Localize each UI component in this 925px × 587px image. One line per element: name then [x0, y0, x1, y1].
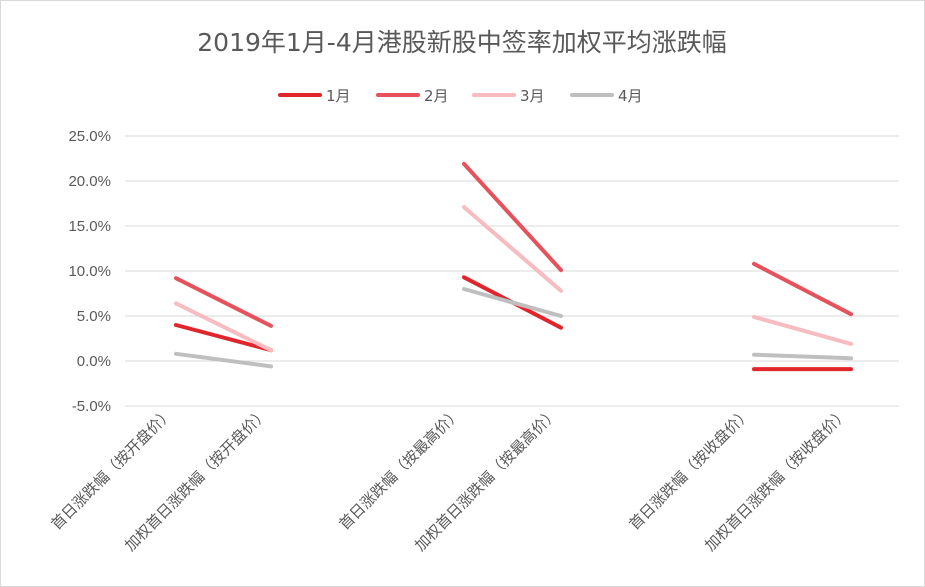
legend: 1月 2月 3月 4月 [278, 87, 643, 105]
series-2-segment-1 [174, 276, 273, 328]
series-4-segment-1 [174, 351, 273, 369]
x-axis: 首日涨跌幅（按开盘价）加权首日涨跌幅（按开盘价） 首日涨跌幅（按最高价）加权首日涨… [47, 404, 851, 555]
legend-label-2: 2月 [424, 87, 449, 105]
series-2-segment-2 [462, 161, 563, 273]
series-3-segment-2 [462, 205, 563, 293]
series-4-segment-3 [752, 352, 853, 361]
legend-label-1: 1月 [326, 87, 351, 105]
legend-label-4: 4月 [618, 87, 643, 105]
legend-label-3: 3月 [520, 87, 545, 105]
y-tick-label: 15.0% [68, 218, 111, 235]
y-axis: 25.0% 20.0% 15.0% 10.0% 5.0% 0.0% -5.0% [68, 128, 111, 415]
gridlines [125, 135, 899, 407]
series-3-segment-3 [752, 314, 853, 346]
y-tick-label: 5.0% [77, 308, 111, 325]
y-tick-label: 20.0% [68, 173, 111, 190]
y-tick-label: 0.0% [77, 353, 111, 370]
y-tick-label: 10.0% [68, 263, 111, 280]
y-tick-label: 25.0% [68, 128, 111, 145]
series-2-segment-3 [752, 261, 853, 317]
chart-title: 2019年1月-4月港股新股中签率加权平均涨跌幅 [197, 28, 726, 57]
series-1-segment-1 [174, 323, 273, 353]
series-lines [174, 161, 853, 372]
series-4-segment-2 [462, 287, 563, 318]
y-tick-label: -5.0% [72, 398, 111, 415]
series-3-segment-1 [174, 301, 273, 353]
